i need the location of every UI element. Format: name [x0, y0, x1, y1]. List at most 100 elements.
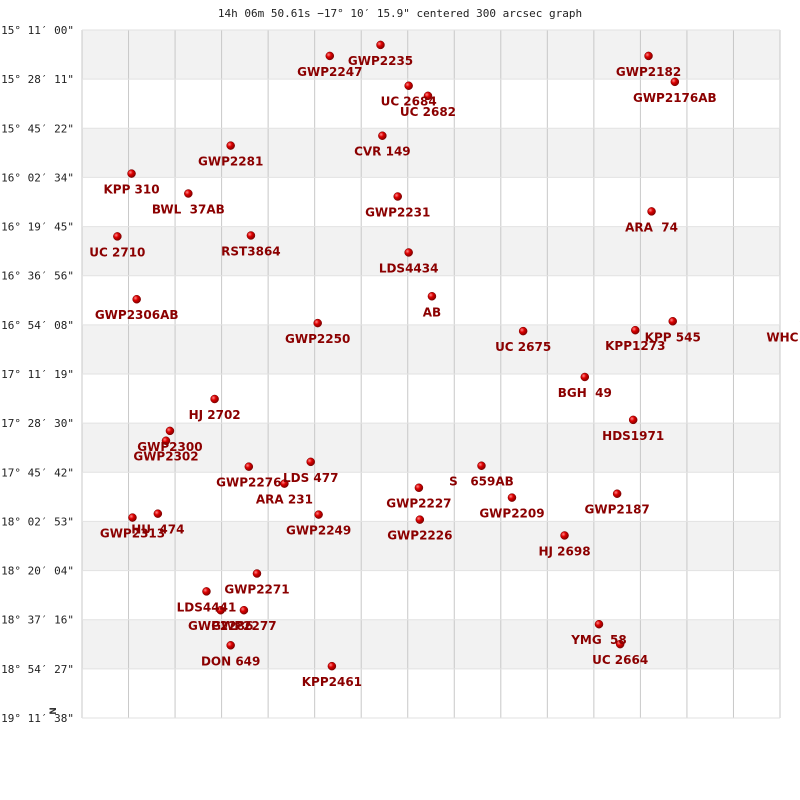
star-label: DON 649 [201, 654, 260, 668]
star-marker [306, 457, 315, 467]
plot-band [82, 79, 780, 129]
star-marker [507, 493, 517, 502]
star-label: UC 2682 [400, 105, 456, 119]
plot-band [82, 128, 780, 178]
star-marker [246, 231, 256, 240]
star-label: GWP2226 [387, 529, 452, 543]
star-label: GWP2277 [211, 619, 276, 633]
star-marker [628, 415, 638, 425]
star-label: GWP2249 [286, 524, 351, 538]
plot-band [82, 619, 780, 669]
star-marker [280, 479, 289, 488]
star-label: GWP2281 [198, 155, 263, 169]
star-marker [404, 248, 413, 257]
star-label: KPP2461 [302, 675, 362, 689]
star-label: ARA 231 [256, 493, 313, 507]
star-marker [161, 436, 171, 445]
star-marker [226, 141, 235, 150]
star-marker [226, 641, 235, 650]
star-label: GWP2250 [285, 332, 350, 346]
star-marker [670, 77, 680, 87]
star-marker [423, 91, 433, 101]
star-marker [113, 232, 122, 241]
star-label: HU 474 [131, 523, 184, 537]
star-label: WHC 12AB [766, 330, 800, 344]
chart-title: 14h 06m 50.61s −17° 10′ 15.9" centered 3… [218, 7, 582, 20]
star-marker [239, 605, 249, 615]
star-label: KPP 545 [645, 330, 701, 344]
star-marker [427, 292, 437, 301]
plot-band [82, 472, 780, 522]
star-label: HJ 2702 [189, 408, 241, 422]
star-label: BGH 49 [558, 386, 612, 400]
star-marker [404, 81, 413, 90]
y-tick-label: -18° 37′ 16" [0, 614, 74, 627]
plot-band [82, 570, 780, 620]
star-marker [128, 513, 137, 522]
star-label: GWP2231 [365, 205, 430, 219]
y-tick-label: -19° 11′ 38" [0, 712, 74, 725]
grid-lines [81, 29, 781, 719]
star-label: UC 2710 [89, 245, 145, 259]
star-marker [314, 510, 323, 519]
star-marker [415, 515, 425, 524]
star-label: GWP2271 [224, 583, 289, 597]
star-label: GWP2300 [137, 440, 202, 454]
star-points [113, 40, 800, 671]
star-label: AB [423, 305, 441, 319]
star-marker [518, 326, 528, 336]
star-marker [414, 483, 424, 492]
star-marker [132, 294, 141, 304]
star-label: KPP1273 [605, 339, 665, 353]
star-label: GWP2227 [386, 497, 451, 511]
star-label: GWP2276 [216, 476, 281, 490]
star-label: RST3864 [221, 244, 280, 258]
star-label: BWL 37AB [152, 203, 225, 217]
y-tick-label: -17° 28′ 30" [0, 417, 74, 430]
star-label: LDS4441 [177, 600, 237, 614]
star-marker [644, 51, 653, 61]
star-marker [244, 462, 254, 471]
star-label: ARA 74 [625, 220, 678, 234]
star-marker [378, 131, 387, 140]
star-marker [647, 207, 656, 216]
star-marker [327, 661, 337, 671]
y-tick-label: -18° 02′ 53" [0, 515, 74, 528]
star-marker [313, 318, 322, 328]
star-label: GWP2306AB [95, 308, 179, 322]
star-label: YMG 58 [570, 633, 627, 647]
star-marker [252, 569, 262, 578]
star-marker [477, 461, 486, 470]
star-label: GWP2187 [584, 503, 649, 517]
plot-band [82, 226, 780, 276]
star-marker [210, 394, 219, 404]
star-label: GWP2176AB [633, 91, 717, 105]
plot-band [82, 374, 780, 424]
star-label: GWP2247 [297, 65, 362, 79]
star-marker [216, 605, 225, 615]
star-marker [184, 189, 193, 198]
star-label: S 659AB [449, 475, 514, 489]
star-marker [580, 372, 590, 382]
y-tick-label: -15° 11′ 00" [0, 24, 74, 37]
y-axis-ticks: -15° 11′ 00" -15° 28′ 11" -15° 45′ 22" -16°… [0, 24, 74, 725]
star-label: UC 2684 [381, 95, 437, 109]
y-tick-label: -16° 19′ 45" [0, 221, 74, 234]
star-label: UC 2664 [592, 653, 648, 667]
y-tick-label: -16° 02′ 34" [0, 171, 74, 184]
star-label: GWP2209 [479, 507, 544, 521]
plot-band [82, 324, 780, 374]
star-marker [612, 489, 622, 498]
y-tick-label: -16° 54′ 08" [0, 319, 74, 332]
star-marker [202, 587, 211, 596]
plot-band [82, 521, 780, 571]
y-tick-label: -18° 20′ 04" [0, 565, 74, 578]
star-label: HJ 2698 [539, 544, 591, 558]
plot-background-bands [82, 30, 780, 718]
star-label: HDS1971 [602, 429, 664, 443]
star-marker [127, 169, 136, 178]
star-label: GWP2313 [100, 527, 165, 541]
plot-band [82, 30, 780, 80]
star-label: GWP2235 [348, 54, 413, 68]
